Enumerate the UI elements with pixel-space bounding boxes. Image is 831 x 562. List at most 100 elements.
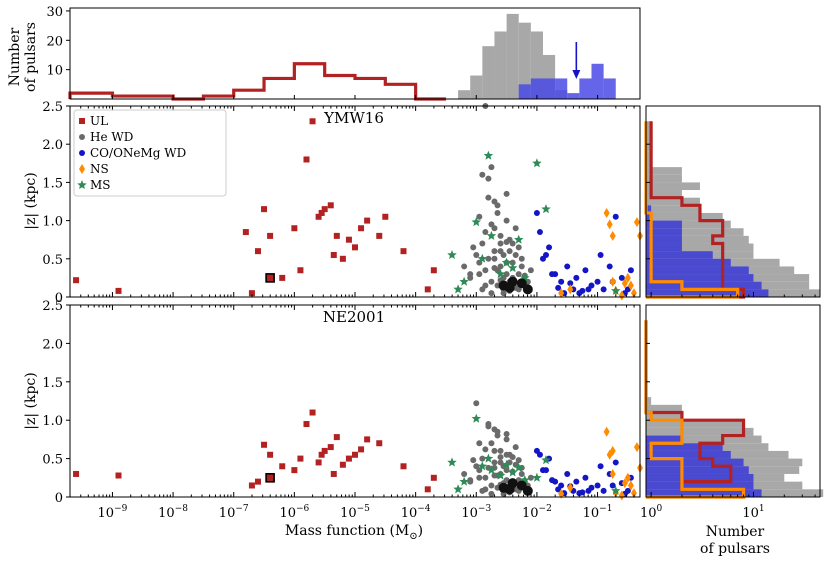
side-hist-co-wd-bar <box>646 235 682 244</box>
ms-point <box>532 472 542 482</box>
side-hist-co-wd-bar <box>646 220 682 229</box>
ms-point <box>447 457 457 467</box>
top-hist-ylabel-line2: of pulsars <box>23 22 39 92</box>
he-wd-point <box>482 446 489 453</box>
x-tick-label-exp: −8 <box>175 504 189 514</box>
ms-point <box>477 253 488 263</box>
he-wd-point <box>461 263 468 270</box>
side-hist-co-wd-bar <box>646 489 762 497</box>
he-wd-point <box>518 263 525 270</box>
side-hist-he-wd-bar <box>646 404 682 413</box>
he-wd-point <box>473 251 480 258</box>
he-wd-point <box>491 472 498 479</box>
x-tick-label-base: 10 <box>401 506 418 521</box>
he-wd-point <box>488 440 495 447</box>
he-wd-point <box>497 454 504 461</box>
co-onemg-wd-point <box>549 477 556 484</box>
ms-point <box>532 158 542 168</box>
he-wd-point <box>503 217 510 224</box>
side-hist-xlabel-line2: of pulsars <box>700 541 770 557</box>
he-wd-point <box>494 209 501 216</box>
he-wd-point <box>485 175 492 182</box>
ul-point <box>303 156 310 163</box>
x-tick-label: 10−4 <box>401 504 431 521</box>
he-wd-point <box>518 470 525 477</box>
side-x-tick-label: 100 <box>640 504 663 521</box>
ul-point <box>254 248 261 255</box>
he-wd-point <box>479 455 486 462</box>
side-hist-he-wd-bar <box>646 151 652 160</box>
he-wd-point <box>512 251 519 258</box>
z-ytick-label: 1.5 <box>42 376 63 391</box>
x-tick-label-exp: −6 <box>296 504 310 514</box>
he-wd-point <box>479 487 486 494</box>
top-hist-bar <box>542 78 556 99</box>
z-ytick-label: 2.5 <box>42 299 63 314</box>
he-wd-point <box>527 474 534 481</box>
side-hist-co-wd-bar <box>646 443 723 451</box>
x-tick-label-exp: −1 <box>599 504 612 514</box>
side-hist-he-wd-bar <box>646 197 700 206</box>
side-hist-he-wd-bar <box>646 220 731 229</box>
ul-point <box>73 470 80 477</box>
ms-point <box>611 485 621 495</box>
x-tick-label: 10−8 <box>158 504 188 521</box>
co-onemg-wd-point <box>612 213 619 220</box>
co-onemg-wd-point <box>597 463 604 470</box>
z-ytick-label: 2.0 <box>42 337 63 352</box>
co-onemg-wd-point <box>594 482 601 489</box>
co-onemg-wd-point <box>597 251 604 258</box>
ul-point <box>248 290 255 297</box>
he-wd-point <box>491 447 498 454</box>
co-onemg-wd-point <box>585 487 592 494</box>
ul-point <box>115 287 122 294</box>
side-hist-co-wd-bar <box>646 274 754 282</box>
co-onemg-wd-point <box>579 489 586 496</box>
ms-point <box>483 453 494 463</box>
highlighted-he-wd-point <box>522 284 533 295</box>
he-wd-point <box>488 482 495 489</box>
he-wd-point <box>485 255 492 262</box>
ymw16-scatter-panel: YMW16 0 0.5 1.0 1.5 2.0 2.5 <box>42 100 643 306</box>
z-ytick-label: 0 <box>55 491 63 506</box>
he-wd-point <box>479 286 486 293</box>
ns-point <box>558 288 565 299</box>
side-hist-he-wd-bar <box>646 128 652 137</box>
he-wd-point <box>503 271 510 278</box>
ms-point <box>495 470 506 480</box>
side-hist-he-wd-bar <box>646 136 652 145</box>
he-wd-point <box>497 447 504 454</box>
he-wd-point <box>509 454 516 461</box>
co-onemg-wd-point <box>606 263 613 270</box>
ul-point <box>248 482 255 489</box>
side-x-tick-label-exp: 1 <box>759 504 765 514</box>
he-wd-point <box>488 221 495 228</box>
ms-point <box>611 285 621 295</box>
he-wd-point <box>503 436 510 443</box>
co-onemg-wd-point <box>543 251 550 258</box>
co-onemg-wd-point <box>536 451 543 458</box>
ms-point <box>483 150 494 160</box>
ms-point <box>507 263 518 272</box>
legend-label: He WD <box>90 130 133 144</box>
side-x-tick-label-base: 10 <box>742 506 759 521</box>
x-tick-label: 10−3 <box>461 504 491 521</box>
ms-point <box>495 269 506 279</box>
he-wd-point <box>509 240 516 247</box>
top-hist-bar <box>603 78 616 99</box>
ul-point <box>400 463 407 470</box>
he-wd-point <box>476 474 483 481</box>
ns-point <box>630 488 637 499</box>
he-wd-point <box>512 444 519 451</box>
side-hist-co-wd-bar <box>646 458 744 467</box>
ms-point <box>541 204 551 214</box>
x-tick-label-base: 10 <box>522 506 539 521</box>
ms-point <box>459 476 469 486</box>
ul-point <box>242 229 249 236</box>
co-onemg-wd-point <box>573 478 580 485</box>
co-onemg-wd-point <box>546 244 553 251</box>
side-hist-he-wd-bar <box>646 205 700 213</box>
ul-point <box>318 451 325 458</box>
legend-marker <box>77 180 87 189</box>
panel-title: NE2001 <box>323 308 385 326</box>
